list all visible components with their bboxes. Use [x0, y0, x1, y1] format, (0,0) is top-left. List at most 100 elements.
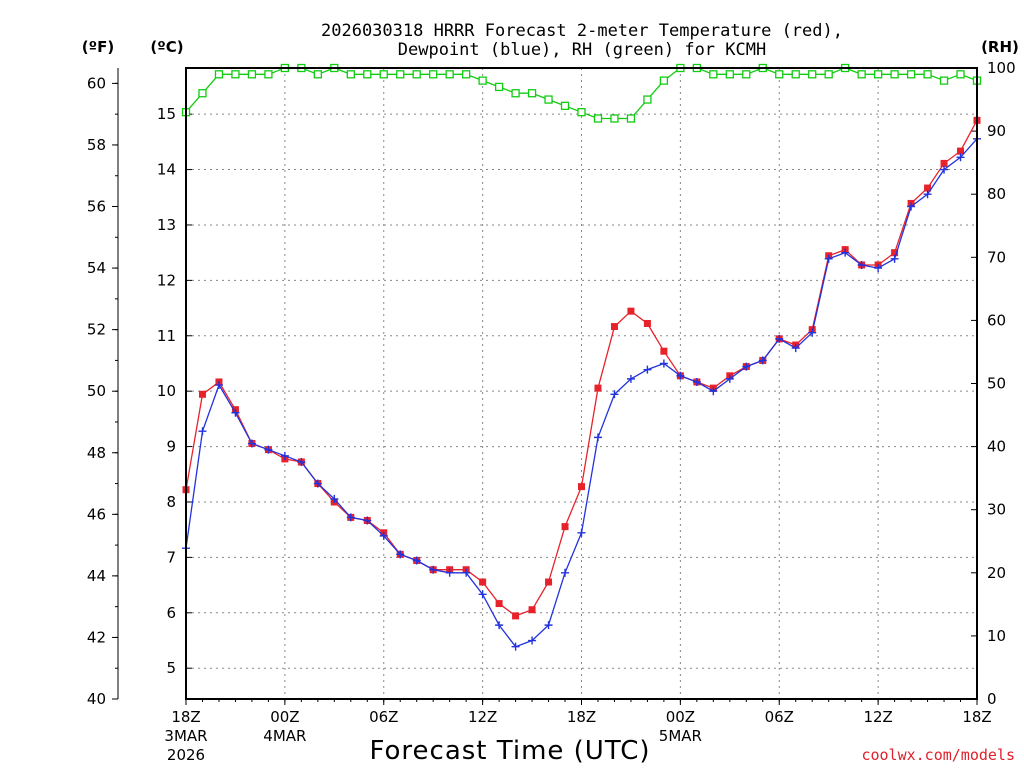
celsius-tick-label: 10 — [157, 382, 176, 400]
rh-point — [824, 70, 833, 79]
rh-tick-label: 0 — [987, 690, 997, 708]
temperature-point — [479, 578, 487, 586]
temperature-point — [957, 147, 965, 155]
rh-tick-label: 10 — [987, 627, 1006, 645]
dewpoint-point — [643, 365, 652, 374]
fahrenheit-tick-label: 60 — [87, 74, 106, 92]
dewpoint-point — [412, 556, 421, 565]
dewpoint-point — [775, 334, 784, 343]
temperature-point — [924, 184, 932, 192]
rh-tick-label: 80 — [987, 185, 1006, 203]
rh-tick-label: 100 — [987, 59, 1016, 77]
rh-point — [198, 89, 207, 98]
dewpoint-point — [890, 254, 899, 263]
dewpoint-point — [610, 390, 619, 399]
dewpoint-point — [791, 344, 800, 353]
dewpoint-point — [857, 260, 866, 269]
fahrenheit-tick-label: 46 — [87, 505, 106, 523]
dewpoint-point — [659, 359, 668, 368]
rh-tick-label: 50 — [987, 375, 1006, 393]
rh-point — [873, 70, 883, 79]
rh-point — [906, 70, 916, 79]
rh-point — [643, 95, 652, 104]
x-date-label: 3MAR — [164, 727, 207, 745]
rh-point — [363, 70, 372, 79]
rh-point — [956, 70, 965, 79]
rh-tick-label: 40 — [987, 438, 1006, 456]
x-tick-label: 12Z — [863, 708, 892, 726]
dewpoint-point — [561, 568, 570, 577]
rh-point — [264, 70, 273, 79]
rh-point — [939, 76, 949, 85]
dewpoint-point — [577, 528, 586, 537]
x-tick-label: 06Z — [765, 708, 794, 726]
rh-point — [461, 70, 471, 79]
rh-point — [890, 70, 899, 79]
temperature-point — [891, 249, 899, 257]
x-year-label: 2026 — [167, 746, 205, 764]
fahrenheit-tick-label: 54 — [87, 259, 106, 277]
fahrenheit-tick-label: 44 — [87, 567, 106, 585]
dewpoint-point — [676, 371, 685, 380]
dewpoint-point — [396, 550, 405, 559]
rh-point — [560, 101, 570, 111]
rh-point — [923, 70, 932, 79]
rh-point — [610, 114, 619, 123]
dewpoint-point — [231, 408, 240, 417]
credit-label: coolwx.com/models — [861, 746, 1015, 764]
temperature-point — [561, 523, 569, 531]
x-tick-label: 18Z — [171, 708, 200, 726]
rh-tick-label: 20 — [987, 564, 1006, 582]
rh-point — [346, 70, 355, 79]
celsius-tick-label: 13 — [157, 216, 176, 234]
fahrenheit-tick-label: 58 — [87, 136, 106, 154]
x-tick-label: 06Z — [369, 708, 398, 726]
rh-point — [709, 70, 718, 79]
temperature-point — [545, 578, 553, 586]
dewpoint-point — [923, 190, 932, 199]
celsius-tick-label: 14 — [157, 161, 176, 179]
dewpoint-point — [214, 381, 223, 390]
rh-point — [544, 95, 553, 104]
temperature-point — [594, 384, 602, 392]
series-layer — [181, 63, 982, 651]
dewpoint-point — [346, 513, 355, 522]
dewpoint-point — [429, 565, 438, 574]
dewpoint-point — [313, 479, 322, 488]
rh-tick-label: 90 — [987, 122, 1006, 140]
x-date-label: 4MAR — [263, 727, 306, 745]
rh-point — [396, 70, 405, 79]
temperature-point — [495, 600, 503, 608]
x-axis-label: Forecast Time (UTC) — [369, 736, 650, 766]
rh-point — [527, 89, 537, 98]
rh-point — [511, 89, 520, 98]
dewpoint-point — [692, 377, 701, 386]
temperature-point — [643, 319, 651, 327]
temperature-point — [528, 606, 536, 614]
dewpoint-point — [528, 636, 537, 645]
rh-point — [577, 108, 586, 117]
dewpoint-point — [511, 642, 520, 651]
dewpoint-point — [709, 387, 718, 396]
rh-point — [478, 76, 487, 85]
dewpoint-point — [874, 264, 883, 273]
rh-tick-label: 70 — [987, 248, 1006, 266]
fahrenheit-tick-label: 40 — [87, 690, 106, 708]
dewpoint-point — [725, 374, 734, 383]
celsius-tick-label: 12 — [157, 271, 176, 289]
rh-unit-label: (RH) — [981, 38, 1019, 56]
rh-point — [247, 70, 257, 79]
dewpoint-point — [297, 457, 306, 466]
dewpoint-point — [198, 427, 207, 436]
dewpoint-point — [824, 254, 833, 263]
fahrenheit-tick-label: 48 — [87, 444, 106, 462]
celsius-tick-label: 5 — [166, 659, 176, 677]
dewpoint-point — [363, 516, 372, 525]
rh-point — [808, 70, 817, 79]
x-tick-label: 18Z — [962, 708, 991, 726]
rh-point — [313, 70, 322, 79]
rh-point — [659, 76, 669, 85]
rh-tick-label: 30 — [987, 501, 1006, 519]
dewpoint-point — [940, 165, 949, 174]
